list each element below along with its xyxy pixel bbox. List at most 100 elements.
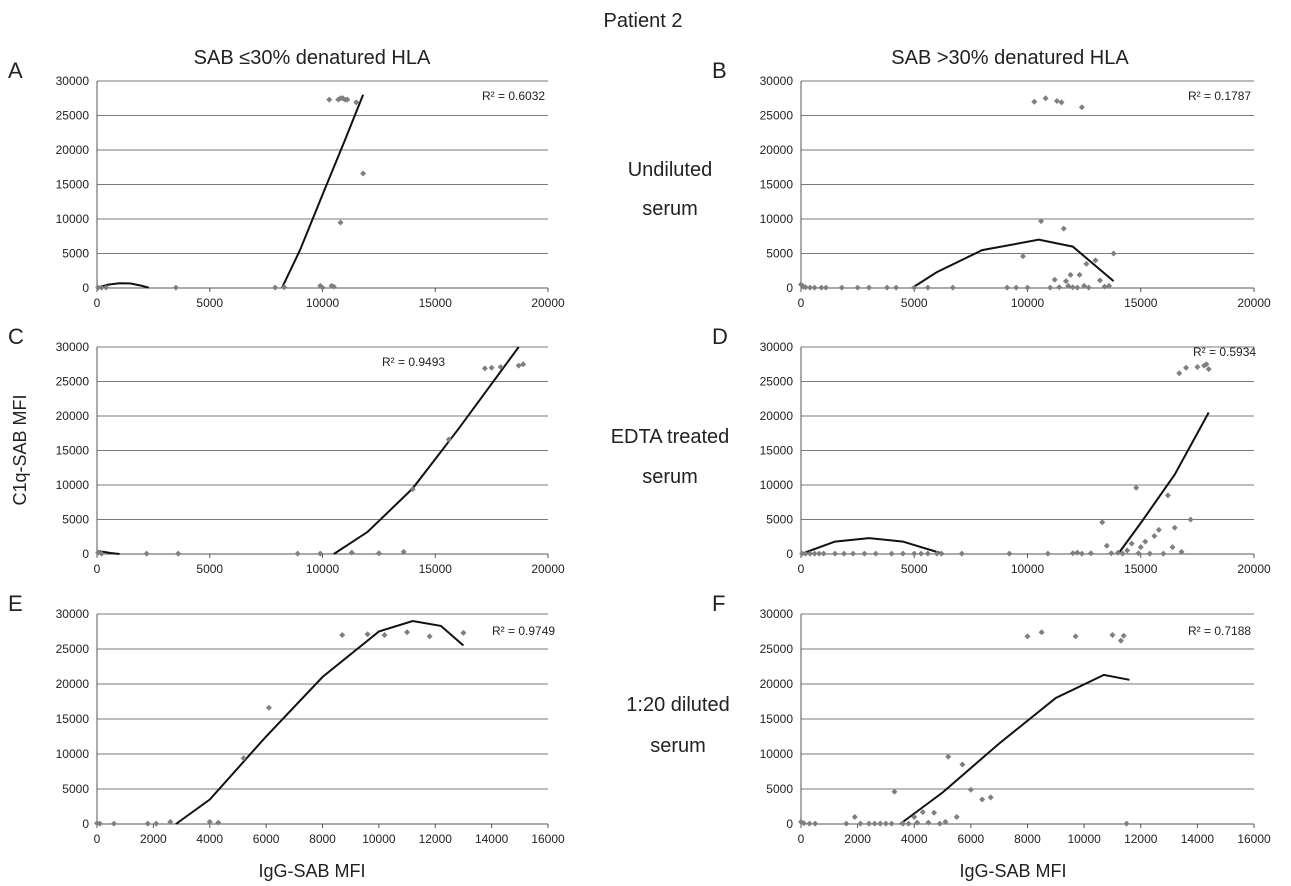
x-tick-label: 0 — [798, 296, 805, 310]
data-point — [1096, 277, 1103, 284]
data-point — [1074, 549, 1081, 556]
data-point — [1038, 629, 1045, 636]
data-point — [1120, 632, 1127, 639]
y-tick-label: 30000 — [760, 607, 794, 621]
data-point — [800, 820, 807, 827]
x-tick-label: 4000 — [196, 832, 223, 846]
y-tick-label: 0 — [82, 547, 89, 561]
data-point — [375, 550, 382, 557]
r-squared-label: R² = 0.7188 — [1188, 624, 1251, 638]
x-tick-label: 14000 — [1181, 832, 1215, 846]
row-label-2-line2: serum — [642, 466, 698, 488]
data-point — [877, 820, 884, 827]
y-tick-label: 25000 — [760, 375, 794, 389]
data-point — [1065, 282, 1072, 289]
trend-line — [96, 550, 120, 555]
data-point — [1099, 519, 1106, 526]
r-squared-label: R² = 0.6032 — [482, 89, 545, 103]
data-point — [1106, 282, 1113, 289]
data-point — [1203, 361, 1210, 368]
data-point — [802, 550, 809, 557]
data-point — [924, 284, 931, 291]
x-tick-label: 2000 — [140, 832, 167, 846]
x-tick-label: 2000 — [844, 832, 871, 846]
panel-a: A 0 5000 10000 15000 20000 25000 30000 0 5000 1000… — [8, 58, 565, 310]
x-tick-label: 0 — [94, 832, 101, 846]
x-tick-label: 0 — [94, 562, 101, 576]
data-point — [924, 550, 931, 557]
x-tick-label: 16000 — [531, 832, 565, 846]
data-point — [919, 809, 926, 816]
y-tick-label: 20000 — [56, 143, 90, 157]
data-point — [820, 550, 827, 557]
data-point — [330, 283, 337, 290]
r-squared-label: R² = 0.5934 — [1193, 345, 1256, 359]
data-point — [884, 284, 891, 291]
x-tick-label: 12000 — [419, 832, 453, 846]
data-point — [1085, 284, 1092, 291]
data-point — [1092, 257, 1099, 264]
data-point — [96, 820, 103, 827]
data-point — [925, 819, 932, 826]
data-point — [911, 284, 918, 291]
data-point — [811, 284, 818, 291]
data-point — [841, 550, 848, 557]
y-tick-label: 20000 — [56, 409, 90, 423]
y-tick-label: 20000 — [760, 143, 794, 157]
data-point — [326, 96, 333, 103]
data-point — [294, 550, 301, 557]
data-point — [1019, 253, 1026, 260]
data-point — [1119, 550, 1126, 557]
x-tick-label: 5000 — [901, 562, 928, 576]
data-point — [1058, 99, 1065, 106]
r-squared-label: R² = 0.1787 — [1188, 89, 1251, 103]
data-point — [319, 284, 326, 291]
x-tick-label: 10000 — [306, 296, 340, 310]
data-point — [807, 550, 814, 557]
y-tick-label: 0 — [786, 817, 793, 831]
data-point — [337, 219, 344, 226]
data-point — [1117, 637, 1124, 644]
data-point — [426, 633, 433, 640]
data-point — [1076, 271, 1083, 278]
column-header-right: SAB >30% denatured HLA — [891, 47, 1129, 69]
data-point — [816, 550, 823, 557]
x-tick-label: 0 — [798, 562, 805, 576]
data-point — [953, 814, 960, 820]
y-tick-label: 10000 — [56, 747, 90, 761]
data-point — [958, 550, 965, 557]
x-tick-label: 5000 — [196, 296, 223, 310]
data-point — [364, 631, 371, 638]
y-tick-label: 25000 — [56, 642, 90, 656]
data-point — [945, 753, 952, 760]
data-point — [1194, 364, 1201, 371]
panel-e: E 0 5000 10000 15000 20000 25000 30000 0 2000 4000… — [8, 591, 565, 846]
y-tick-label: 20000 — [760, 409, 794, 423]
panel-letter: F — [712, 591, 725, 616]
data-point — [98, 550, 105, 557]
data-point — [818, 284, 825, 291]
data-point — [1038, 218, 1045, 225]
panel-b: B 0 5000 10000 15000 20000 25000 30000 0 5000 1000… — [712, 58, 1271, 310]
y-axis-label: C1q-SAB MFI — [10, 394, 30, 505]
data-point — [520, 361, 527, 368]
y-tick-label: 15000 — [760, 178, 794, 192]
data-point — [400, 548, 407, 555]
data-point — [1103, 542, 1110, 549]
y-tick-label: 10000 — [56, 478, 90, 492]
data-point — [807, 284, 814, 291]
y-tick-label: 30000 — [56, 74, 90, 88]
data-point — [1128, 540, 1135, 547]
x-tick-label: 6000 — [958, 832, 985, 846]
panel-letter: C — [8, 324, 24, 349]
y-tick-label: 0 — [786, 281, 793, 295]
data-point — [888, 550, 895, 557]
data-point — [409, 486, 416, 493]
data-point — [1110, 250, 1117, 257]
data-point — [445, 436, 452, 443]
data-point — [891, 788, 898, 795]
y-tick-label: 30000 — [760, 340, 794, 354]
data-point — [1133, 484, 1140, 491]
data-point — [360, 170, 367, 177]
x-tick-label: 15000 — [1124, 562, 1158, 576]
